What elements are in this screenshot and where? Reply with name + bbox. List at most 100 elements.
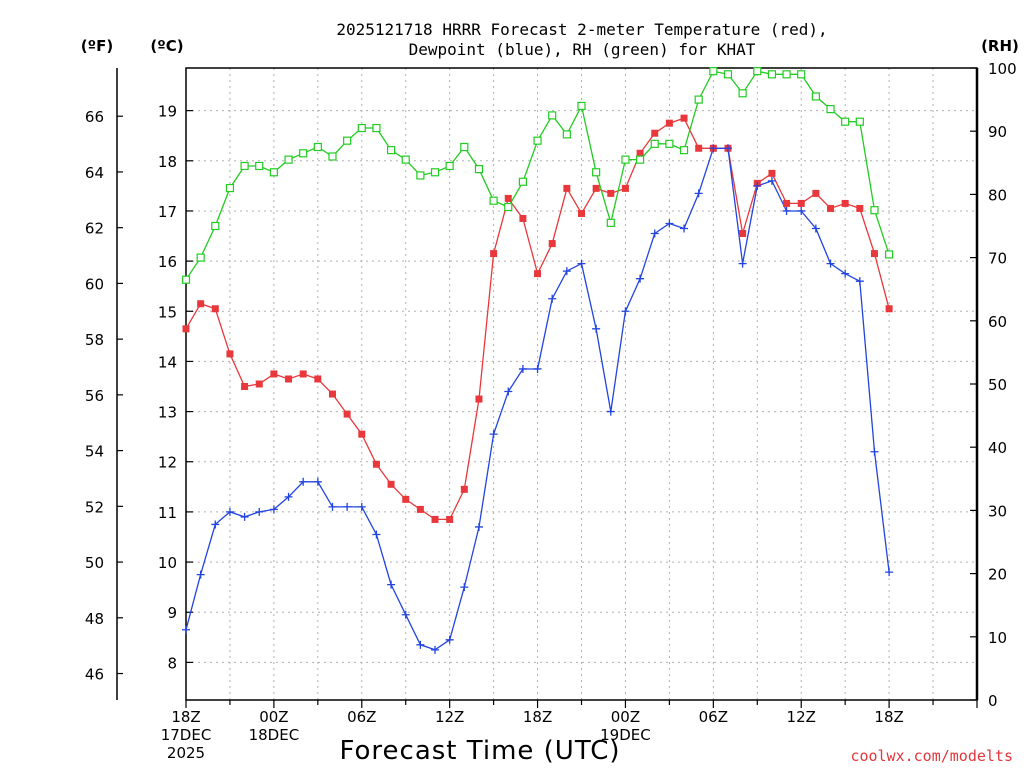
rh-point	[533, 136, 542, 145]
rh-tick-label: 60	[988, 313, 1007, 331]
temperature-point	[197, 300, 205, 308]
rh-point	[592, 168, 601, 177]
fahrenheit-tick-label: 60	[85, 275, 104, 293]
temperature-point	[607, 189, 615, 197]
rh-point	[343, 136, 352, 145]
rh-point	[225, 183, 235, 193]
temperature-point	[548, 240, 556, 248]
celsius-tick-label: 16	[158, 253, 177, 271]
dewpoint-point	[372, 530, 381, 539]
temperature-point	[519, 214, 527, 222]
chart-title-line-1: 2025121718 HRRR Forecast 2-meter Tempera…	[336, 20, 827, 39]
dewpoint-point	[313, 477, 322, 486]
dewpoint-point	[284, 492, 293, 501]
dewpoint-point	[474, 522, 483, 531]
temperature-point	[226, 350, 234, 358]
temperature-point	[285, 375, 293, 383]
rh-point	[709, 67, 718, 76]
temperature-point	[241, 383, 249, 391]
x-tick-label: 06Z	[347, 708, 376, 726]
rh-point	[269, 168, 278, 177]
temperature-point	[534, 270, 542, 278]
celsius-tick-label: 18	[158, 153, 177, 171]
temperature-point	[299, 370, 307, 378]
dewpoint-point	[211, 520, 220, 529]
rh-tick-label: 20	[988, 566, 1007, 584]
temperature-point	[841, 199, 849, 207]
x-tick-label: 19DEC	[600, 726, 651, 744]
dewpoint-point	[753, 181, 762, 190]
temperature-point	[328, 390, 336, 398]
temperature-point	[431, 515, 439, 523]
rh-point	[328, 152, 337, 161]
temperature-point	[665, 119, 673, 127]
rh-point	[386, 146, 396, 155]
temperature-point	[358, 430, 366, 438]
rh-point	[211, 221, 220, 231]
celsius-tick-label: 12	[158, 454, 177, 472]
fahrenheit-unit-label: (ºF)	[81, 37, 113, 55]
rh-point	[240, 161, 249, 171]
dewpoint-point	[680, 224, 689, 233]
dewpoint-point	[811, 224, 820, 233]
rh-point	[255, 161, 264, 171]
temperature-point	[885, 305, 893, 313]
dewpoint-point	[196, 570, 205, 579]
x-tick-label: 18Z	[874, 708, 903, 726]
dewpoint-point	[240, 512, 249, 521]
plot-frame	[185, 67, 978, 701]
rh-point	[489, 196, 498, 205]
rh-point	[635, 155, 645, 164]
rh-point	[518, 177, 528, 186]
temperature-point	[446, 515, 454, 523]
dewpoint-point	[665, 219, 674, 228]
x-tick-label: 18Z	[171, 708, 200, 726]
credit-label: coolwx.com/modelts	[850, 747, 1013, 765]
dewpoint-point	[225, 507, 234, 516]
dewpoint-point	[460, 583, 469, 592]
rh-point	[401, 155, 410, 164]
dewpoint-point	[885, 568, 894, 577]
fahrenheit-tick-label: 54	[85, 443, 104, 461]
rh-point	[855, 117, 864, 126]
x-axis-label: Forecast Time (UTC)	[339, 736, 620, 766]
dewpoint-point	[782, 206, 791, 215]
rh-point	[181, 275, 191, 284]
x-tick-label: 12Z	[787, 708, 816, 726]
celsius-tick-label: 11	[158, 504, 177, 522]
rh-point	[694, 95, 703, 104]
dewpoint-point	[518, 364, 527, 373]
fahrenheit-tick-label: 50	[85, 554, 104, 572]
celsius-tick-label: 17	[158, 203, 177, 221]
temperature-point	[636, 149, 644, 157]
rh-tick-label: 10	[988, 629, 1007, 647]
fahrenheit-tick-label: 52	[85, 498, 104, 516]
dewpoint-point	[328, 502, 337, 511]
rh-tick-label: 40	[988, 439, 1007, 457]
temperature-point	[475, 395, 483, 403]
rh-point	[738, 89, 747, 98]
temperature-point	[797, 199, 805, 207]
dewpoint-point	[870, 447, 879, 456]
temperature-point	[314, 375, 322, 383]
dewpoint-point	[723, 144, 732, 153]
rh-point	[357, 123, 366, 133]
dewpoint-point	[401, 610, 410, 619]
grid-lines	[186, 68, 977, 700]
temperature-point	[592, 184, 600, 192]
rh-point	[416, 171, 425, 180]
rh-point	[562, 130, 571, 139]
rh-point	[606, 218, 615, 227]
dewpoint-point	[562, 267, 571, 276]
rh-tick-label: 80	[988, 186, 1007, 204]
celsius-tick-label: 10	[158, 554, 177, 572]
dewpoint-point	[548, 294, 557, 303]
rh-point	[885, 250, 894, 259]
temperature-point	[695, 144, 703, 152]
x-tick-label: 17DEC	[161, 726, 212, 744]
rh-point	[679, 146, 689, 155]
rh-tick-label: 30	[988, 502, 1007, 520]
rh-point	[870, 206, 879, 215]
temperature-point	[460, 485, 468, 493]
temperature-point	[621, 184, 629, 192]
